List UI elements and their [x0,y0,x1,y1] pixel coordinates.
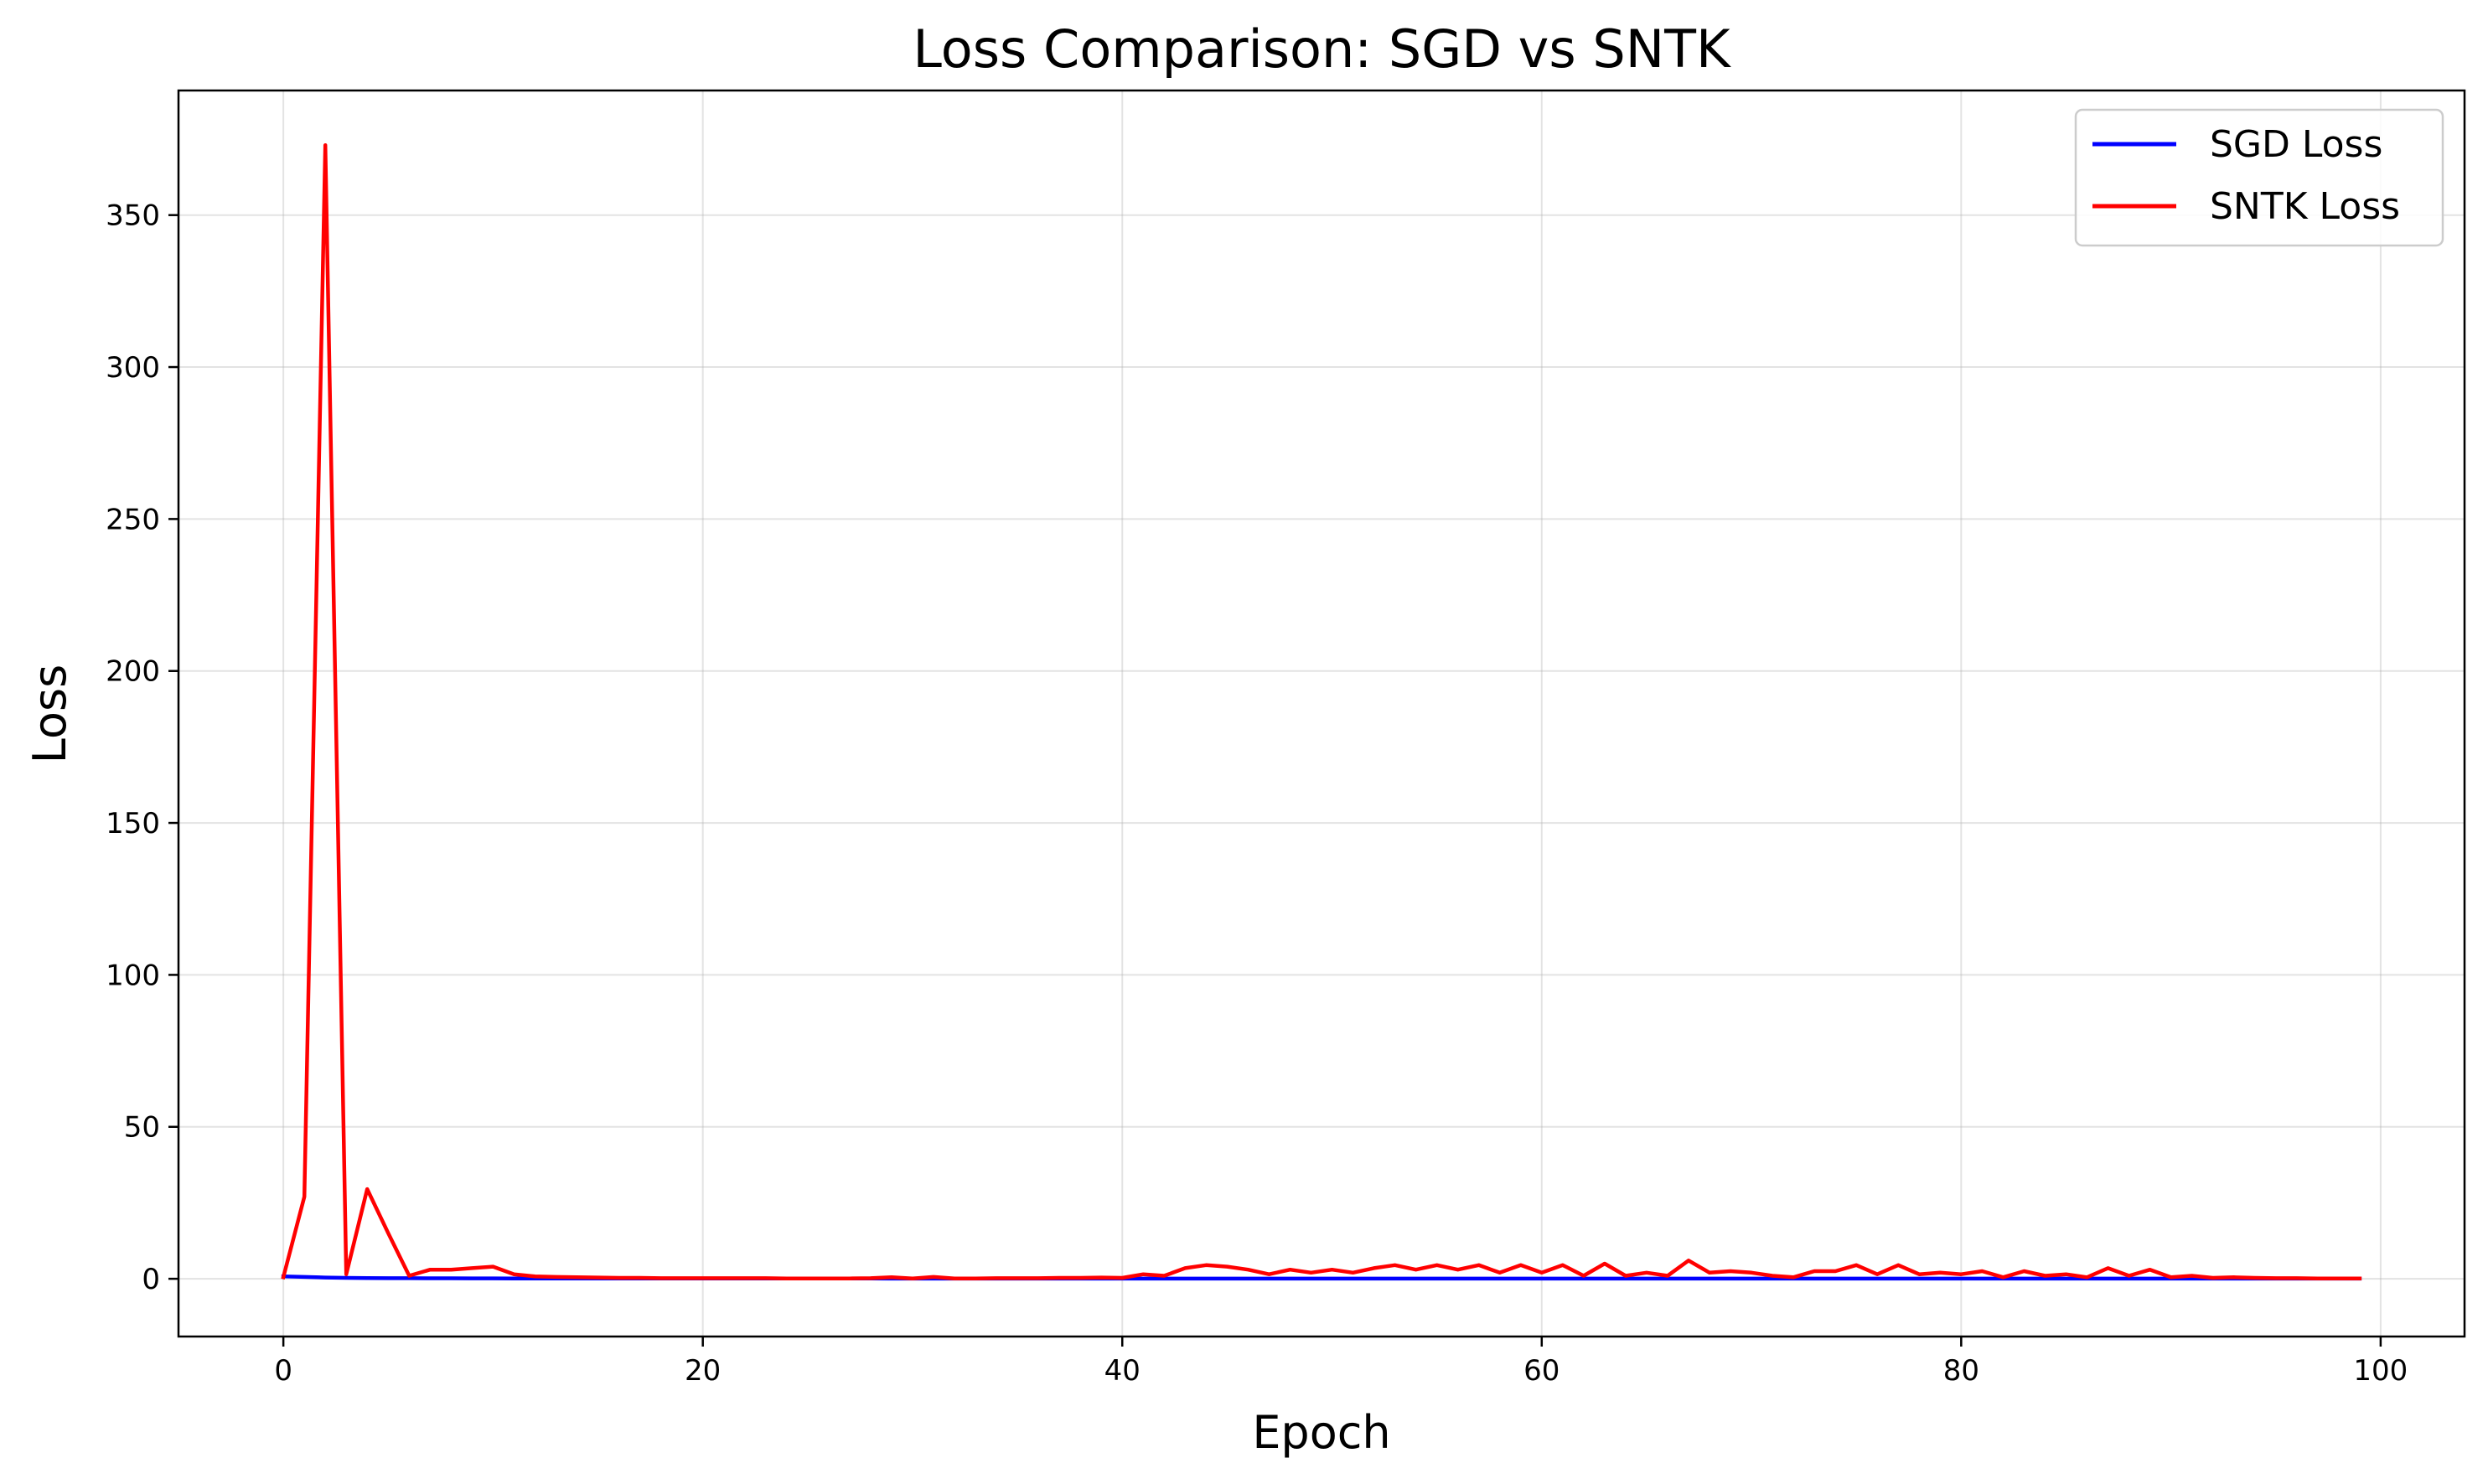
grid [178,90,2465,1337]
legend-label-sgd-loss: SGD Loss [2210,123,2382,166]
y-axis-title: Loss [23,664,76,763]
x-axis-ticks: 0 20 40 60 80 100 [274,1337,2408,1388]
plot-series [281,143,2362,1281]
x-axis-title: Epoch [1252,1406,1390,1459]
x-tick-label: 80 [1943,1354,1979,1388]
y-tick-label: 200 [106,655,160,689]
x-tick-label: 0 [274,1354,292,1388]
y-tick-label: 350 [106,199,160,233]
y-tick-label: 100 [106,959,160,992]
y-axis-ticks: 0 50 100 150 200 250 300 350 [106,199,178,1296]
y-tick-label: 150 [106,807,160,840]
legend: SGD Loss SNTK Loss [2074,108,2444,247]
legend-label-sntk-loss: SNTK Loss [2210,185,2400,228]
series-line-sntk-loss [281,143,2362,1280]
plot-frame [177,89,2466,1338]
y-tick-label: 50 [124,1111,160,1145]
chart-title: Loss Comparison: SGD vs SNTK [913,18,1731,80]
x-tick-label: 100 [2353,1354,2408,1388]
x-tick-label: 20 [685,1354,721,1388]
x-tick-label: 60 [1523,1354,1560,1388]
y-tick-label: 250 [106,503,160,536]
y-tick-label: 300 [106,351,160,385]
y-tick-label: 0 [142,1263,160,1296]
x-tick-label: 40 [1104,1354,1141,1388]
